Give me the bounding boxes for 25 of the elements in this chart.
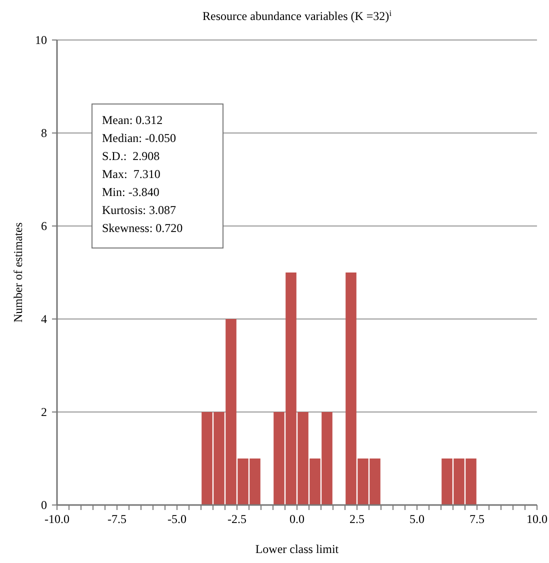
annotation: Kurtosis: 3.087: [102, 203, 176, 217]
x-tick-label: 10.0: [526, 512, 548, 526]
annotation: S.D.: 2.908: [102, 149, 160, 163]
x-axis-title: Lower class limit: [255, 542, 340, 556]
annotation: Min: -3.840: [102, 185, 160, 199]
x-tick-label: -10.0: [44, 512, 70, 526]
annotation: Median: -0.050: [102, 131, 176, 145]
x-tick-label: -7.5: [108, 512, 126, 526]
y-tick-label: 6: [41, 219, 47, 234]
annotation: Max: 7.310: [102, 167, 160, 181]
x-tick-label: -5.0: [168, 512, 186, 526]
y-tick-label: 8: [41, 126, 47, 140]
y-tick-label: 4: [41, 312, 47, 326]
x-tick-label: 2.5: [350, 512, 364, 526]
annotation: Skewness: 0.720: [102, 221, 183, 235]
y-tick-label: 10: [35, 33, 47, 48]
y-tick-label: 2: [41, 405, 47, 420]
x-tick-label: 0.0: [290, 512, 304, 526]
annotation: Mean: 0.312: [102, 113, 163, 127]
x-tick-label: -2.5: [228, 512, 246, 526]
y-tick-label: 0: [41, 498, 47, 512]
chart-title: Resource abundance variables (K =32)$^{i}$: [202, 8, 392, 23]
y-axis-title: Number of estimates: [11, 222, 25, 322]
x-tick-label: 7.5: [470, 512, 484, 526]
x-tick-label: 5.0: [410, 512, 424, 526]
